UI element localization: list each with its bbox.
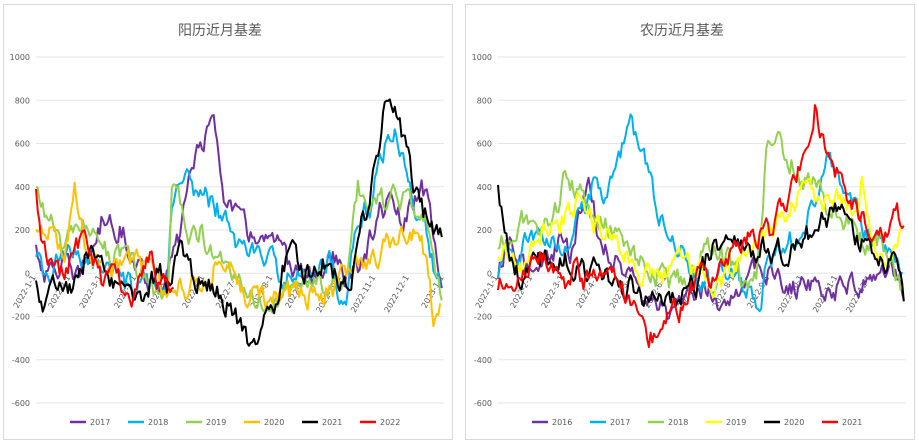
legend-label: 2019: [206, 418, 226, 427]
series-line-2021: [35, 98, 443, 347]
legend-label: 2020: [784, 418, 804, 427]
y-tick-label: 600: [477, 140, 492, 149]
y-tick-label: -400: [474, 356, 492, 365]
y-tick-label: 400: [477, 183, 492, 192]
line-chart-solar: 阳历近月基差 -600 -400 -200 0 200 400 600 800 1000 2022-…: [10, 22, 446, 427]
y-tick-label: 400: [15, 183, 30, 192]
series-line-2021: [497, 104, 905, 348]
legend-label: 2021: [842, 418, 862, 427]
legend-label: 2019: [726, 418, 746, 427]
series-line-2016: [497, 176, 905, 321]
y-tick-label: 800: [15, 96, 30, 105]
chart-title: 农历近月基差: [640, 22, 724, 39]
y-tick-label: 1000: [472, 53, 492, 62]
chart-panel-lunar: 农历近月基差 -600 -400 -200 0 200 400 600 800 1000 2022-…: [465, 4, 915, 440]
y-tick-label: 600: [15, 140, 30, 149]
x-tick-label: 2022-1-1: [12, 274, 38, 310]
legend-label: 2016: [552, 418, 572, 427]
legend-label: 2017: [90, 418, 110, 427]
y-tick-label: -200: [12, 313, 30, 322]
series-line-2022: [35, 188, 175, 308]
series-line-2019: [35, 179, 443, 314]
legend-label: 2018: [668, 418, 688, 427]
legend-label: 2021: [322, 418, 342, 427]
y-tick-label: -600: [474, 399, 492, 408]
series-line-2019: [497, 175, 905, 298]
x-tick-label: 2022-12-1: [383, 274, 411, 314]
x-tick-label: 2022-11-1: [349, 274, 377, 314]
y-tick-label: 0: [487, 269, 492, 278]
y-tick-label: 0: [25, 269, 30, 278]
y-tick-label: -200: [474, 313, 492, 322]
line-chart-lunar: 农历近月基差 -600 -400 -200 0 200 400 600 800 1000 2022-…: [472, 22, 906, 427]
y-tick-label: 1000: [10, 53, 30, 62]
x-tick-label: 2023-1-1: [420, 274, 446, 310]
legend-label: 2020: [264, 418, 284, 427]
y-tick-label: 200: [477, 226, 492, 235]
y-tick-label: 200: [15, 226, 30, 235]
x-tick-label: 2022-1-1: [474, 274, 500, 310]
legend-label: 2017: [610, 418, 630, 427]
series-line-2017: [35, 114, 443, 293]
series-line-2020: [497, 184, 905, 308]
legend-label: 2018: [148, 418, 168, 427]
chart-title: 阳历近月基差: [178, 22, 262, 39]
legend-label: 2022: [380, 418, 400, 427]
y-tick-label: -400: [12, 356, 30, 365]
chart-panel-solar: 阳历近月基差 -600 -400 -200 0 200 400 600 800 1000 2022-…: [3, 4, 453, 440]
x-tick-label: 2022-3-1: [78, 274, 104, 310]
y-tick-label: -600: [12, 399, 30, 408]
y-tick-label: 800: [477, 96, 492, 105]
